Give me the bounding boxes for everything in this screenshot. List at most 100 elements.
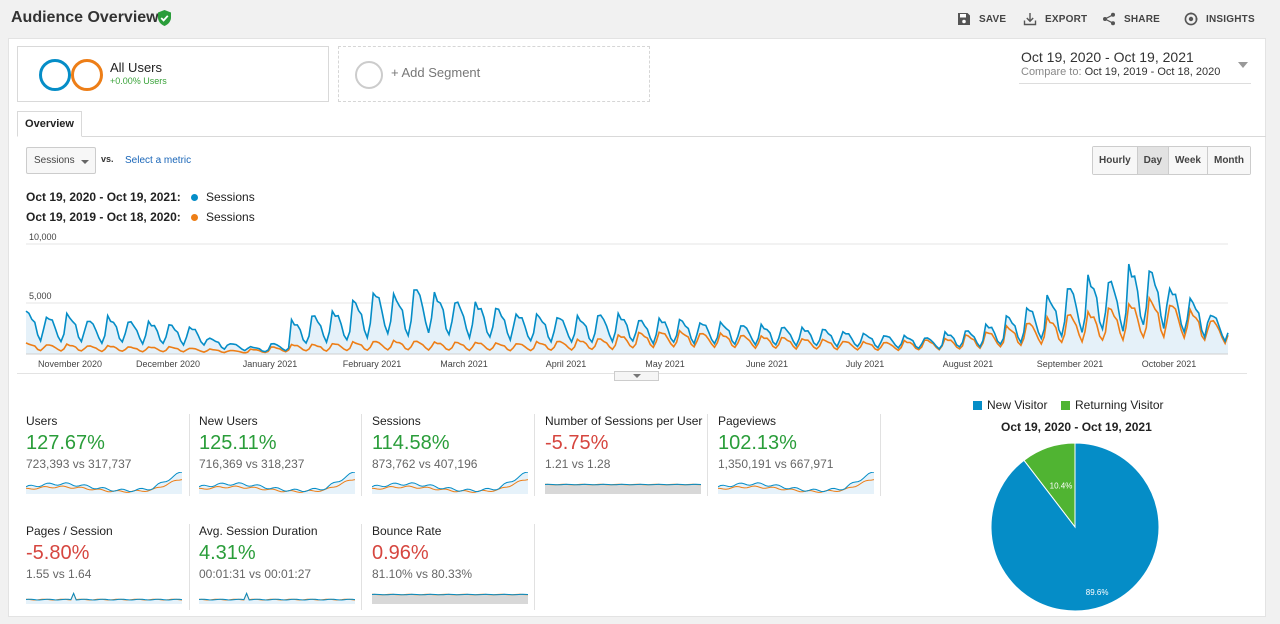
x-tick-label: September 2021 xyxy=(1037,359,1104,369)
metric-comparison: 1.55 vs 1.64 xyxy=(26,567,92,581)
metric-label: Avg. Session Duration xyxy=(199,524,318,538)
card-separator xyxy=(361,524,362,610)
metric-sparkline xyxy=(372,593,528,604)
metric-card[interactable]: Pageviews 102.13% 1,350,191 vs 667,971 xyxy=(718,414,890,514)
metric-label: Bounce Rate xyxy=(372,524,442,538)
metric-sparkline xyxy=(372,472,528,494)
x-tick-label: January 2021 xyxy=(243,359,298,369)
insights-label: INSIGHTS xyxy=(1206,13,1255,25)
sparkline-previous xyxy=(718,479,874,493)
select-metric-link[interactable]: Select a metric xyxy=(125,155,192,166)
pie-slice-new xyxy=(990,442,1160,612)
metric-card[interactable]: Pages / Session -5.80% 1.55 vs 1.64 xyxy=(26,524,198,624)
sparkline-current xyxy=(372,472,528,493)
save-button[interactable]: SAVE xyxy=(957,11,1006,27)
sparkline-current xyxy=(718,472,874,493)
metric-change: 4.31% xyxy=(199,542,256,564)
metric-comparison: 1,350,191 vs 667,971 xyxy=(718,457,834,471)
share-button[interactable]: SHARE xyxy=(1102,11,1160,27)
legend-current-range: Oct 19, 2020 - Oct 19, 2021: xyxy=(26,190,181,204)
metric-sparkline xyxy=(199,591,355,604)
pie-legend-returning-label: Returning Visitor xyxy=(1075,398,1164,412)
sparkline-current xyxy=(26,591,182,601)
chevron-down-icon xyxy=(81,160,89,164)
sparkline-area xyxy=(199,472,355,494)
metric-comparison: 873,762 vs 407,196 xyxy=(372,457,478,471)
pie-legend-new: New Visitor xyxy=(973,398,1047,412)
card-separator xyxy=(189,524,190,610)
metric-card[interactable]: New Users 125.11% 716,369 vs 318,237 xyxy=(199,414,371,514)
metric-change: 114.58% xyxy=(372,432,450,454)
save-icon xyxy=(958,13,970,25)
visitor-type-pie-chart[interactable]: 10.4% 89.6% xyxy=(990,442,1160,612)
metric-comparison: 81.10% vs 80.33% xyxy=(372,567,473,581)
legend-dot-orange-icon xyxy=(191,213,198,221)
metric-change: -5.75% xyxy=(545,432,609,454)
sparkline-previous xyxy=(26,479,182,493)
legend-previous-series: Sessions xyxy=(206,210,255,224)
segment-all-users[interactable]: All Users +0.00% Users xyxy=(17,46,329,102)
metric-change: 0.96% xyxy=(372,542,429,564)
sparkline-area xyxy=(26,472,182,494)
sparkline-current xyxy=(26,472,182,493)
x-tick-label: February 2021 xyxy=(343,359,402,369)
legend-previous: Oct 19, 2019 - Oct 18, 2020: Sessions xyxy=(26,210,255,224)
date-dropdown-caret-icon[interactable] xyxy=(1238,62,1248,68)
pie-label-new: 89.6% xyxy=(1086,588,1109,597)
metric-change: 125.11% xyxy=(199,432,277,454)
share-label: SHARE xyxy=(1124,13,1161,25)
legend-current: Oct 19, 2020 - Oct 19, 2021: Sessions xyxy=(26,190,255,204)
metric-comparison: 716,369 vs 318,237 xyxy=(199,457,305,471)
export-button[interactable]: EXPORT xyxy=(1023,11,1087,27)
pie-legend-new-label: New Visitor xyxy=(987,398,1048,412)
x-tick-label: November 2020 xyxy=(38,359,102,369)
tab-divider xyxy=(17,136,1266,137)
metric-change: -5.80% xyxy=(26,542,90,564)
add-segment-circle-icon xyxy=(355,61,383,89)
top-bar: Audience Overview SAVE EXPORT SHARE INSI… xyxy=(0,0,1280,37)
sparkline-current xyxy=(545,483,701,486)
granularity-hourly[interactable]: Hourly xyxy=(1093,147,1137,174)
metric-card[interactable]: Avg. Session Duration 4.31% 00:01:31 vs 00… xyxy=(199,524,371,624)
pie-legend-returning: Returning Visitor xyxy=(1061,398,1164,412)
sparkline-current xyxy=(199,591,355,601)
metric-card[interactable]: Sessions 114.58% 873,762 vs 407,196 xyxy=(372,414,544,514)
metric-change: 102.13% xyxy=(718,432,797,454)
chart-expand-handle[interactable] xyxy=(614,371,659,381)
granularity-week[interactable]: Week xyxy=(1168,147,1207,174)
sparkline-current xyxy=(199,472,355,493)
verified-shield-icon xyxy=(158,10,171,26)
metric-label: Pages / Session xyxy=(26,524,113,538)
sparkline-current xyxy=(372,593,528,596)
metric-card[interactable]: Users 127.67% 723,393 vs 317,737 xyxy=(26,414,198,514)
sessions-line-chart[interactable]: 10,000 5,000 November 2020 December 2020 Jan… xyxy=(0,228,1280,374)
sparkline-area xyxy=(26,593,182,604)
export-label: EXPORT xyxy=(1045,13,1088,25)
segment-color-icon-orange xyxy=(71,59,103,91)
sparkline-previous xyxy=(372,479,528,493)
metric-label: Pageviews xyxy=(718,414,777,428)
card-separator xyxy=(361,414,362,496)
pie-legend-green-icon xyxy=(1061,400,1070,410)
export-icon xyxy=(1023,13,1037,26)
granularity-day[interactable]: Day xyxy=(1136,147,1169,174)
x-tick-label: April 2021 xyxy=(546,359,587,369)
date-range-picker[interactable]: Oct 19, 2020 - Oct 19, 2021 xyxy=(1021,49,1194,65)
metric-label: New Users xyxy=(199,414,258,428)
sparkline-area xyxy=(372,472,528,494)
add-segment-button[interactable]: + Add Segment xyxy=(338,46,650,102)
metric-card[interactable]: Bounce Rate 0.96% 81.10% vs 80.33% xyxy=(372,524,544,624)
card-separator xyxy=(707,414,708,496)
metric-sparkline xyxy=(26,472,182,494)
metric-select[interactable]: Sessions xyxy=(26,147,96,174)
segment-color-icon-blue xyxy=(39,59,71,91)
tab-overview[interactable]: Overview xyxy=(17,111,82,137)
sparkline-area xyxy=(718,472,874,494)
insights-button[interactable]: INSIGHTS xyxy=(1184,11,1255,27)
metric-card[interactable]: Number of Sessions per User -5.75% 1.21 vs… xyxy=(545,414,717,514)
sparkline-area xyxy=(372,594,528,604)
add-segment-label: + Add Segment xyxy=(391,65,481,80)
series-previous-line xyxy=(25,295,1229,354)
legend-previous-range: Oct 19, 2019 - Oct 18, 2020: xyxy=(26,210,181,224)
granularity-month[interactable]: Month xyxy=(1206,147,1250,174)
